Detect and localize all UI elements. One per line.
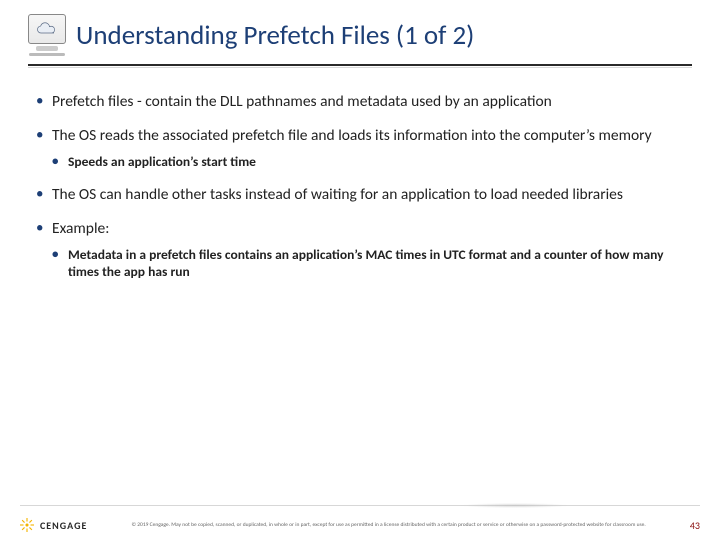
cengage-spark-icon [20,518,34,532]
slide-footer: CENGAGE © 2019 Cengage. May not be copie… [0,518,720,532]
bullet-item: Example: Metadata in a prefetch files co… [36,219,684,281]
slide: Understanding Prefetch Files (1 of 2) Pr… [0,0,720,540]
copyright-text: © 2019 Cengage. May not be copied, scann… [97,522,680,529]
bullet-text: Prefetch files - contain the DLL pathnam… [52,92,552,111]
bullet-text: The OS reads the associated prefetch fil… [52,126,652,145]
monitor-stand-icon [28,44,66,56]
sub-bullet-list: Metadata in a prefetch files contains an… [52,246,684,282]
sub-bullet-list: Speeds an application’s start time [52,153,684,171]
bullet-item: The OS can handle other tasks instead of… [36,185,684,205]
slide-title: Understanding Prefetch Files (1 of 2) [76,19,474,52]
page-number: 43 [690,519,700,532]
bullet-text: The OS can handle other tasks instead of… [52,185,623,204]
sub-bullet-text: Speeds an application’s start time [68,153,256,170]
title-underline [28,64,692,66]
sub-bullet-item: Speeds an application’s start time [52,153,684,171]
slide-header: Understanding Prefetch Files (1 of 2) [28,14,692,56]
cloud-icon-svg [35,21,59,37]
bullet-list: Prefetch files - contain the DLL pathnam… [36,92,684,281]
footer-divider [20,505,700,506]
sub-bullet-item: Metadata in a prefetch files contains an… [52,246,684,282]
bullet-item: Prefetch files - contain the DLL pathnam… [36,92,684,112]
brand-name: CENGAGE [40,519,87,532]
sub-bullet-text: Metadata in a prefetch files contains an… [68,246,664,281]
decorative-smudge [460,503,570,508]
header-icon-stack [28,14,66,56]
bullet-item: The OS reads the associated prefetch fil… [36,126,684,170]
bullet-text: Example: [52,219,109,238]
cloud-icon [28,14,66,44]
brand-block: CENGAGE [20,518,87,532]
slide-body: Prefetch files - contain the DLL pathnam… [28,66,692,281]
